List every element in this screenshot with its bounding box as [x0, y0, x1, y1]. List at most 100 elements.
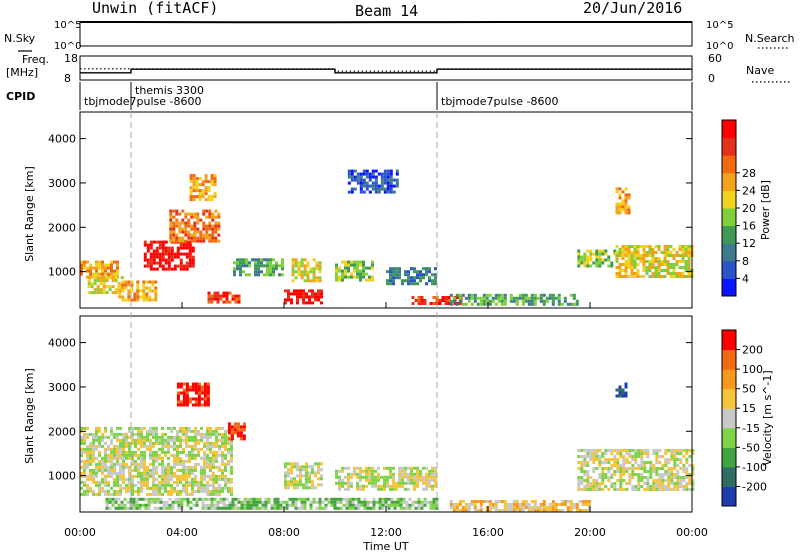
- heatmap-cell: [98, 435, 101, 439]
- heatmap-cell: [300, 258, 304, 262]
- heatmap-cell: [202, 227, 206, 231]
- heatmap-cell: [188, 426, 191, 430]
- velocity-colorbar-label-text: Velocity [m s^-1]: [761, 370, 774, 465]
- heatmap-cell: [194, 474, 197, 478]
- heatmap-cell: [181, 239, 185, 243]
- heatmap-cell: [204, 177, 208, 181]
- heatmap-cell: [188, 459, 191, 463]
- heatmap-cell: [237, 506, 241, 510]
- heatmap-cell: [670, 452, 674, 455]
- heatmap-cell: [122, 456, 125, 460]
- heatmap-cell: [539, 509, 543, 512]
- heatmap-cell: [173, 441, 176, 445]
- heatmap-cell: [252, 503, 256, 507]
- heatmap-cell: [211, 236, 215, 240]
- heatmap-cell: [212, 459, 215, 463]
- heatmap-cell: [116, 438, 119, 442]
- heatmap-cell: [515, 509, 519, 512]
- heatmap-cell: [362, 484, 365, 488]
- heatmap-cell: [227, 422, 231, 426]
- heatmap-cell: [189, 174, 193, 178]
- heatmap-cell: [284, 298, 287, 302]
- heatmap-cell: [179, 385, 183, 389]
- heatmap-cell: [389, 187, 393, 191]
- heatmap-cell: [203, 483, 206, 487]
- heatmap-cell: [129, 497, 133, 501]
- heatmap-cell: [122, 486, 125, 490]
- heatmap-cell: [215, 444, 218, 448]
- heatmap-cell: [419, 279, 422, 283]
- heatmap-cell: [572, 503, 576, 506]
- heatmap-cell: [434, 475, 437, 479]
- heatmap-cell: [261, 503, 265, 507]
- heatmap-cell: [455, 302, 459, 306]
- heatmap-cell: [622, 461, 626, 464]
- heatmap-cell: [613, 455, 617, 458]
- heatmap-cell: [233, 422, 237, 426]
- heatmap-cell: [140, 435, 143, 439]
- heatmap-cell: [592, 449, 596, 452]
- heatmap-cell: [249, 497, 253, 501]
- heatmap-cell: [615, 388, 619, 392]
- heatmap-cell: [204, 497, 208, 501]
- heatmap-cell: [188, 465, 191, 469]
- heatmap-cell: [302, 468, 305, 472]
- heatmap-cell: [318, 270, 322, 274]
- heatmap-cell: [648, 254, 652, 257]
- heatmap-cell: [104, 474, 107, 478]
- heatmap-cell: [146, 246, 150, 250]
- heatmap-cell: [131, 435, 134, 439]
- heatmap-cell: [624, 382, 628, 386]
- heatmap-cell: [213, 503, 217, 507]
- heatmap-cell: [140, 426, 143, 430]
- heatmap-cell: [554, 506, 558, 509]
- heatmap-cell: [636, 245, 640, 248]
- heatmap-cell: [173, 459, 176, 463]
- heatmap-cell: [675, 275, 679, 278]
- heatmap-cell: [624, 202, 628, 206]
- heatmap-cell: [184, 221, 188, 225]
- heatmap-cell: [425, 270, 428, 274]
- heatmap-cell: [161, 438, 164, 442]
- heatmap-cell: [185, 267, 189, 271]
- heatmap-cell: [374, 484, 377, 488]
- heatmap-cell: [180, 497, 184, 501]
- heatmap-cell: [365, 169, 369, 173]
- heatmap-cell: [273, 500, 277, 504]
- heatmap-cell: [581, 509, 585, 512]
- heatmap-cell: [645, 251, 649, 254]
- heatmap-cell: [230, 444, 233, 448]
- heatmap-cell: [679, 476, 683, 479]
- heatmap-cell: [417, 506, 421, 510]
- heatmap-cell: [145, 280, 149, 284]
- heatmap-cell: [192, 186, 196, 190]
- heatmap-cell: [586, 485, 590, 488]
- heatmap-cell: [645, 266, 649, 269]
- heatmap-cell: [137, 447, 140, 451]
- heatmap-cell: [187, 218, 191, 222]
- heatmap-cell: [152, 471, 155, 475]
- heatmap-cell: [485, 299, 489, 303]
- heatmap-cell: [419, 475, 422, 479]
- heatmap-cell: [291, 497, 295, 501]
- heatmap-cell: [488, 509, 492, 512]
- heatmap-cell: [154, 280, 158, 284]
- heatmap-cell: [206, 447, 209, 451]
- heatmap-cell: [601, 479, 605, 482]
- heatmap-cell: [577, 252, 581, 256]
- heatmap-cell: [639, 245, 643, 248]
- heatmap-cell: [137, 468, 140, 472]
- heatmap-cell: [185, 403, 189, 407]
- heatmap-cell: [416, 472, 419, 476]
- heatmap-cell: [185, 444, 188, 448]
- heatmap-cell: [592, 485, 596, 488]
- heatmap-cell: [627, 208, 631, 212]
- heatmap-cell: [200, 471, 203, 475]
- heatmap-cell: [278, 273, 281, 277]
- heatmap-cell: [616, 488, 620, 491]
- x-tick-label: 16:00: [472, 526, 504, 539]
- heatmap-cell: [619, 470, 623, 473]
- heatmap-cell: [305, 483, 308, 487]
- heatmap-cell: [386, 178, 390, 182]
- heatmap-cell: [102, 285, 106, 289]
